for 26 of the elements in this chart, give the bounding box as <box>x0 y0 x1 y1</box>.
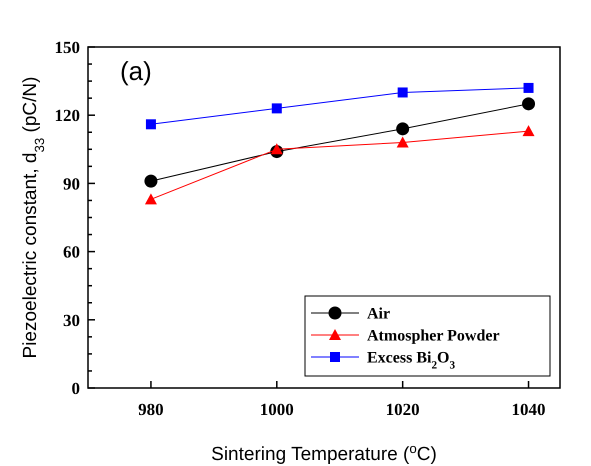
legend-label: Atmospher Powder <box>367 328 500 345</box>
y-tick-label: 150 <box>54 38 80 57</box>
point <box>396 136 409 148</box>
legend-label: Air <box>367 306 390 323</box>
y-tick-label: 60 <box>63 242 80 262</box>
x-tick-label: 980 <box>138 400 164 419</box>
point <box>524 82 534 93</box>
point <box>144 174 158 188</box>
x-tick-label: 1040 <box>512 400 546 419</box>
point <box>272 103 282 114</box>
point <box>396 122 410 136</box>
point <box>146 119 156 130</box>
y-tick-label: 0 <box>72 378 80 398</box>
point <box>398 87 408 98</box>
x-tick-label: 1020 <box>386 400 420 419</box>
point <box>144 193 157 204</box>
y-tick-label: 90 <box>63 174 80 194</box>
x-axis-title: Sintering Temperature ($^{o}$C) <box>211 440 437 465</box>
point <box>522 125 535 136</box>
point <box>522 97 536 110</box>
y-tick-label: 120 <box>54 106 80 126</box>
point <box>270 143 283 154</box>
x-tick-label: 1000 <box>260 400 294 419</box>
y-tick-label: 30 <box>63 310 80 330</box>
annotation: (a) <box>120 56 152 86</box>
legend-label: Excess Bi$_{2}$O$_{3}$ <box>367 350 456 372</box>
